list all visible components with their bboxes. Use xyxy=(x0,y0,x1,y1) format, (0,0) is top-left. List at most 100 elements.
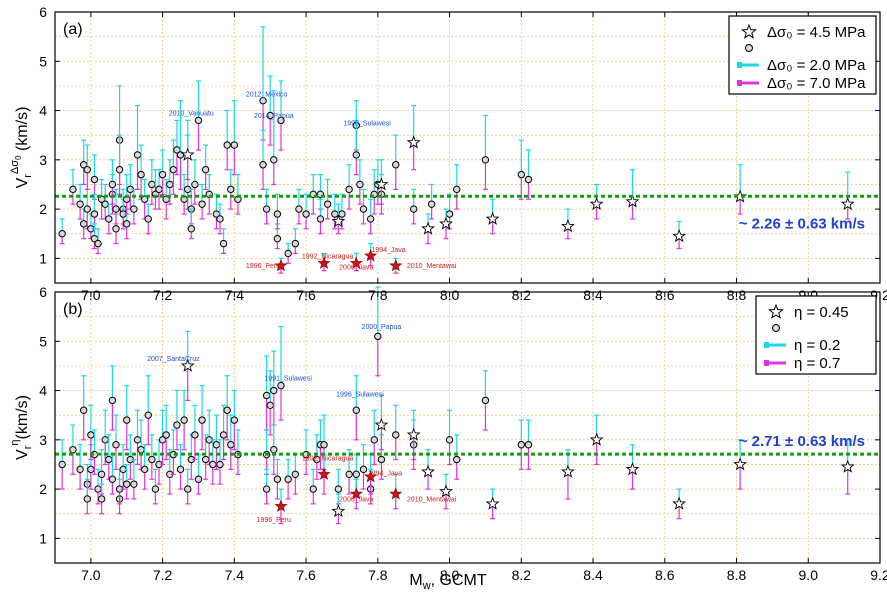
tsunami-event-point xyxy=(317,252,331,272)
mega-event-point xyxy=(180,119,195,181)
event-point xyxy=(212,193,221,230)
event-point xyxy=(445,409,454,466)
event-point xyxy=(83,478,91,515)
circle-marker xyxy=(323,200,332,208)
star-marker xyxy=(485,496,500,510)
event-point xyxy=(180,389,188,451)
circle-marker xyxy=(227,441,235,449)
star-marker xyxy=(180,358,195,372)
circle-marker xyxy=(105,455,113,464)
event-point xyxy=(216,439,224,485)
circle-marker xyxy=(69,185,77,194)
circle-marker xyxy=(338,210,346,218)
circle-marker xyxy=(79,220,88,228)
circle-marker xyxy=(309,485,317,493)
event-point xyxy=(517,139,526,200)
mega-event-point xyxy=(672,220,687,250)
x-tick-label: 7.4 xyxy=(225,567,245,583)
event-point xyxy=(370,169,378,215)
event-point xyxy=(524,419,533,470)
event-point xyxy=(83,144,91,190)
event-point xyxy=(76,444,84,490)
event-point xyxy=(259,129,267,190)
circle-marker xyxy=(69,445,77,454)
circle-marker xyxy=(230,416,239,424)
circle-marker xyxy=(148,180,156,189)
star-marker xyxy=(421,464,435,478)
event-point xyxy=(90,154,99,200)
red-star-marker xyxy=(274,499,288,512)
circle-marker xyxy=(331,210,339,218)
event-point xyxy=(133,409,142,466)
circle-marker xyxy=(90,175,99,184)
event-point xyxy=(87,404,95,461)
event-point xyxy=(180,174,188,215)
event-point xyxy=(453,164,461,210)
event-point xyxy=(162,404,170,461)
ylab-sup-a: Δσ xyxy=(9,160,21,174)
ylab-sup-sub-a: 0 xyxy=(14,155,23,160)
circle-marker xyxy=(108,475,117,483)
star-marker xyxy=(485,211,500,225)
event-point xyxy=(481,370,490,431)
event-label: 2007_SantaCruz xyxy=(147,356,200,363)
star-marker xyxy=(439,216,453,230)
event-point xyxy=(173,389,181,451)
circle-marker xyxy=(359,205,368,213)
event-point xyxy=(76,183,84,220)
circle-marker xyxy=(191,180,199,189)
legend-circle-icon xyxy=(772,324,780,332)
mega-event-point xyxy=(374,394,389,451)
circle-marker xyxy=(320,441,328,449)
circle-marker xyxy=(445,210,454,218)
star-marker xyxy=(374,417,389,431)
circle-marker xyxy=(112,441,120,449)
mega-event-point xyxy=(485,488,500,520)
circle-marker xyxy=(198,200,206,208)
event-point xyxy=(309,174,317,215)
marks-a: 2012_Mexico 2010_Vanuatu 2014_Papua 1996_Su… xyxy=(58,26,855,274)
event-point xyxy=(126,164,135,210)
event-point xyxy=(284,242,292,264)
y-tick-label: 4 xyxy=(39,383,47,399)
star-marker xyxy=(406,135,421,149)
circle-marker xyxy=(291,239,300,248)
circle-marker xyxy=(409,205,418,213)
mega-event-point xyxy=(374,159,389,205)
legend-symbols-b xyxy=(764,303,786,366)
circle-marker xyxy=(227,185,235,194)
mega-event-point xyxy=(672,488,687,520)
mean-label-b: ~ 2.71 ± 0.63 km/s xyxy=(739,433,865,450)
legend-cyan-label-b: η = 0.2 xyxy=(794,337,840,354)
event-point xyxy=(356,159,364,205)
red-star-marker xyxy=(349,256,363,269)
star-marker xyxy=(180,147,195,161)
event-point xyxy=(205,174,213,215)
circle-marker xyxy=(524,441,533,449)
event-point xyxy=(234,174,242,215)
legend-magenta-cap-icon xyxy=(764,360,769,366)
event-point xyxy=(517,419,526,470)
circle-marker xyxy=(266,401,274,410)
red-star-marker xyxy=(389,487,403,500)
event-point xyxy=(370,409,378,466)
circle-marker xyxy=(284,249,292,258)
circle-marker xyxy=(277,116,285,125)
event-point xyxy=(273,458,282,500)
legend-cyan-cap-icon xyxy=(737,62,742,68)
circle-marker xyxy=(198,416,206,424)
event-label: 2014_Papua xyxy=(254,113,294,120)
event-point xyxy=(284,458,292,500)
mega-event-point xyxy=(589,183,604,220)
event-point xyxy=(377,434,386,480)
grid-b xyxy=(55,291,881,563)
star-marker xyxy=(331,503,346,518)
legend-star-label-a: Δσ₀ = 4.5 MPa xyxy=(767,24,866,41)
event-point xyxy=(277,80,285,151)
circle-marker xyxy=(101,436,109,444)
tsunami-event-point xyxy=(349,478,363,510)
event-point xyxy=(123,385,131,451)
circle-marker xyxy=(262,205,271,213)
event-point xyxy=(158,149,167,195)
